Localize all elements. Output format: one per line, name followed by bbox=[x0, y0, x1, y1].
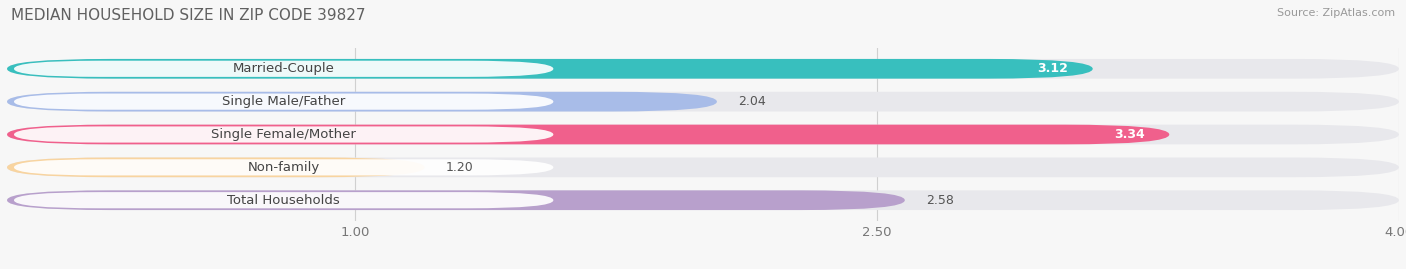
Text: 2.04: 2.04 bbox=[738, 95, 765, 108]
Text: Source: ZipAtlas.com: Source: ZipAtlas.com bbox=[1277, 8, 1395, 18]
Text: MEDIAN HOUSEHOLD SIZE IN ZIP CODE 39827: MEDIAN HOUSEHOLD SIZE IN ZIP CODE 39827 bbox=[11, 8, 366, 23]
Text: Total Households: Total Households bbox=[228, 194, 340, 207]
FancyBboxPatch shape bbox=[7, 190, 1399, 210]
FancyBboxPatch shape bbox=[7, 125, 1399, 144]
Text: 1.20: 1.20 bbox=[446, 161, 474, 174]
FancyBboxPatch shape bbox=[14, 192, 554, 208]
FancyBboxPatch shape bbox=[14, 94, 554, 110]
FancyBboxPatch shape bbox=[14, 126, 554, 143]
FancyBboxPatch shape bbox=[7, 157, 1399, 177]
Text: Non-family: Non-family bbox=[247, 161, 319, 174]
FancyBboxPatch shape bbox=[14, 159, 554, 175]
FancyBboxPatch shape bbox=[7, 190, 905, 210]
FancyBboxPatch shape bbox=[7, 125, 1170, 144]
Text: 3.34: 3.34 bbox=[1114, 128, 1144, 141]
Text: Single Male/Father: Single Male/Father bbox=[222, 95, 346, 108]
Text: Single Female/Mother: Single Female/Mother bbox=[211, 128, 356, 141]
Text: Married-Couple: Married-Couple bbox=[233, 62, 335, 75]
Text: 2.58: 2.58 bbox=[925, 194, 953, 207]
FancyBboxPatch shape bbox=[14, 61, 554, 77]
FancyBboxPatch shape bbox=[7, 92, 717, 112]
FancyBboxPatch shape bbox=[7, 157, 425, 177]
FancyBboxPatch shape bbox=[7, 59, 1092, 79]
FancyBboxPatch shape bbox=[7, 59, 1399, 79]
Text: 3.12: 3.12 bbox=[1038, 62, 1069, 75]
FancyBboxPatch shape bbox=[7, 92, 1399, 112]
